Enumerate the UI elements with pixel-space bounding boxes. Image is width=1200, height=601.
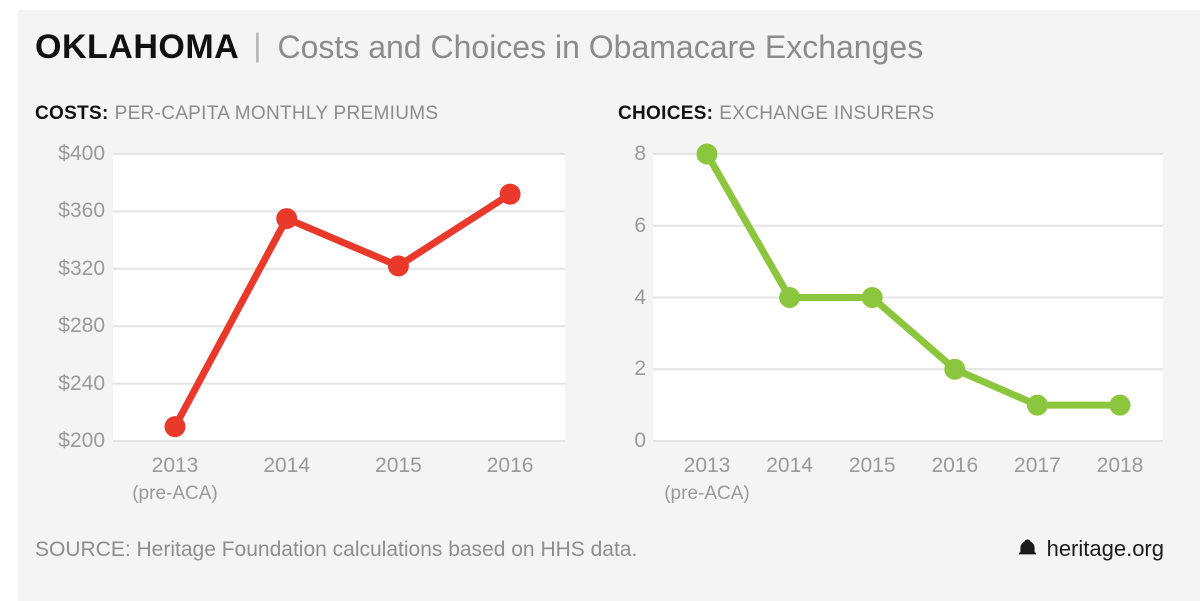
costs-chart-title-rest: PER-CAPITA MONTHLY PREMIUMS xyxy=(114,103,439,124)
costs-y-tick-label: $360 xyxy=(58,199,105,223)
costs-y-tick-label: $280 xyxy=(58,314,105,338)
costs-plot-area xyxy=(113,153,565,442)
costs-data-point xyxy=(499,183,521,205)
choices-chart-title: CHOICES: EXCHANGE INSURERS xyxy=(618,103,935,125)
choices-x-tick-label: 2014 xyxy=(766,454,813,477)
title-divider: | xyxy=(253,27,262,63)
costs-y-tick-label: $400 xyxy=(58,142,105,165)
costs-y-tick-label: $200 xyxy=(58,429,105,452)
choices-x-tick-label: 2013 xyxy=(683,454,731,477)
costs-y-tick-label: $240 xyxy=(58,371,105,395)
costs-x-tick-label: 2014 xyxy=(263,454,311,477)
costs-x-tick-sublabel: (pre-ACA) xyxy=(132,483,218,504)
choices-plot-area xyxy=(653,143,1163,442)
source-note: SOURCE: Heritage Foundation calculations… xyxy=(35,538,638,561)
choices-x-tick-label: 2018 xyxy=(1096,454,1144,477)
costs-y-tick-label: $320 xyxy=(58,256,105,280)
choices-x-tick-sublabel: (pre-ACA) xyxy=(664,483,750,504)
choices-data-point xyxy=(861,287,883,308)
choices-x-tick-label: 2015 xyxy=(848,454,896,477)
brand-url: heritage.org xyxy=(1046,536,1164,561)
choices-y-tick-label: 4 xyxy=(634,285,646,309)
choices-data-point xyxy=(779,287,801,308)
choices-y-tick-label: 8 xyxy=(634,142,646,165)
costs-x-tick-label: 2015 xyxy=(375,454,422,477)
costs-line-series xyxy=(171,191,512,429)
costs-x-tick-label: 2016 xyxy=(486,454,534,477)
choices-data-point xyxy=(944,358,966,380)
choices-data-point xyxy=(696,143,718,165)
liberty-bell-icon xyxy=(1016,538,1039,561)
brand: heritage.org xyxy=(1016,536,1164,562)
choices-y-tick-label: 6 xyxy=(634,213,646,237)
state-name: OKLAHOMA xyxy=(35,28,240,66)
choices-x-tick-label: 2017 xyxy=(1014,454,1061,477)
choices-line-series xyxy=(703,152,1120,409)
costs-data-point xyxy=(387,255,409,277)
page-margin-left xyxy=(0,0,18,601)
choices-data-point xyxy=(1109,394,1131,416)
costs-chart-title: COSTS: PER-CAPITA MONTHLY PREMIUMS xyxy=(35,103,438,125)
header: OKLAHOMA | Costs and Choices in Obamacare … xyxy=(35,27,924,68)
costs-data-point xyxy=(276,208,298,230)
page-title: Costs and Choices in Obamacare Exchanges xyxy=(277,29,924,65)
choices-y-tick-label: 2 xyxy=(634,357,646,381)
costs-x-tick-label: 2013 xyxy=(151,454,199,477)
choices-x-tick-label: 2016 xyxy=(931,454,979,477)
costs-chart-title-bold: COSTS: xyxy=(35,103,109,124)
choices-y-tick-label: 0 xyxy=(634,429,646,452)
costs-data-point xyxy=(164,416,186,438)
choices-chart-title-bold: CHOICES: xyxy=(618,103,714,124)
choices-chart-title-rest: EXCHANGE INSURERS xyxy=(719,103,935,124)
choices-data-point xyxy=(1026,394,1048,416)
page-margin-top xyxy=(0,0,1200,10)
